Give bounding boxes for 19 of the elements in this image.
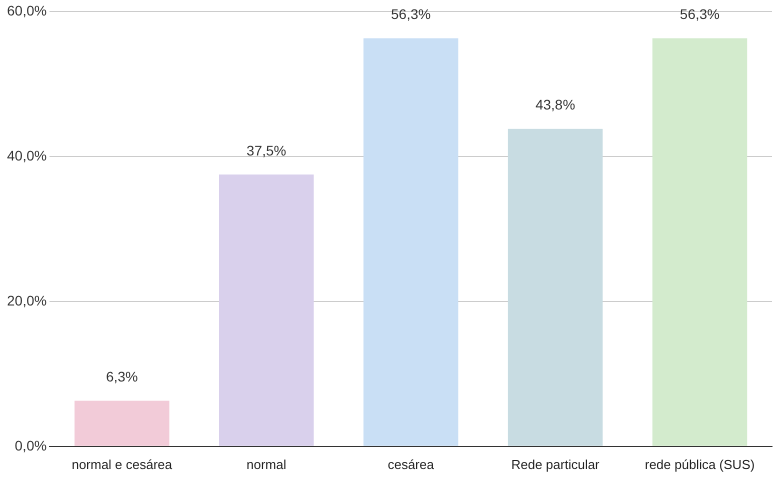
bar (74, 400, 170, 446)
data-label: 56,3% (390, 6, 431, 22)
bar (219, 174, 314, 446)
y-tick-label: 0,0% (14, 437, 47, 454)
y-tick-label: 40,0% (6, 147, 47, 164)
y-tick-label: 60,0% (6, 2, 47, 18)
x-tick-label: Rede particular (511, 456, 600, 472)
bar (508, 128, 603, 446)
data-label: 37,5% (246, 142, 286, 158)
x-tick-label: normal (246, 456, 286, 472)
x-tick-label: normal e cesárea (72, 456, 173, 472)
y-tick-label: 20,0% (6, 292, 47, 308)
data-label: 6,3% (106, 368, 138, 385)
bar (363, 38, 458, 446)
data-label: 43,8% (535, 96, 576, 113)
x-tick-label: rede pública (SUS) (644, 456, 755, 472)
data-label: 56,3% (680, 6, 720, 22)
bar (652, 38, 748, 446)
x-tick-label: cesárea (388, 456, 435, 472)
